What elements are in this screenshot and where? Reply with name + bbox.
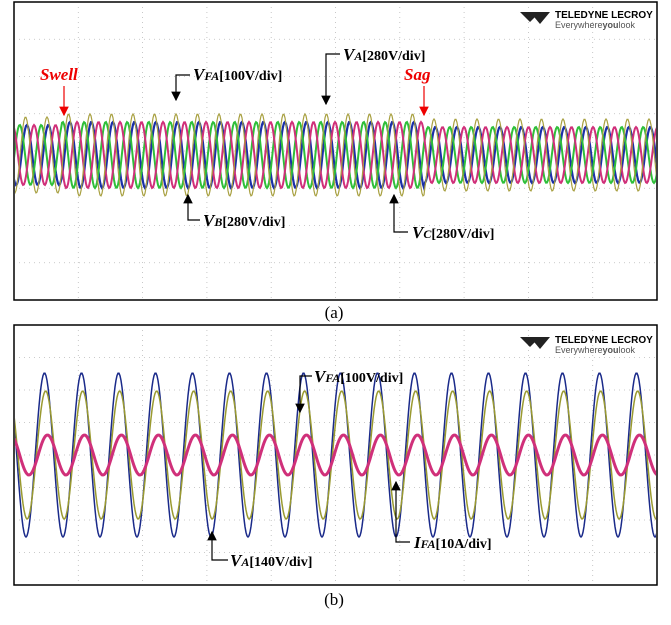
tagline: Everywhereyoulook — [555, 345, 636, 355]
text-part: FA — [420, 537, 436, 551]
text-part: [280V/div] — [431, 227, 494, 242]
text-part: FA — [203, 69, 219, 83]
text-part: A — [353, 49, 362, 63]
figure: TELEDYNE LECROY Everywhereyoulook TELEDY… — [0, 0, 671, 620]
event-label: Swell — [40, 65, 78, 84]
tagline-end: look — [619, 20, 636, 30]
tagline-end: look — [619, 345, 636, 355]
text-part: [280V/div] — [362, 49, 425, 64]
tagline-start: Everywhere — [555, 345, 603, 355]
tagline-bold: you — [603, 20, 619, 30]
tagline-start: Everywhere — [555, 20, 603, 30]
tagline-bold: you — [603, 345, 619, 355]
text-part: [100V/div] — [219, 69, 282, 84]
text-part: [280V/div] — [222, 215, 285, 230]
text-part: [10A/div] — [436, 537, 492, 552]
text-part: B — [213, 215, 222, 229]
text-part: A — [240, 555, 249, 569]
text-part: FA — [324, 371, 340, 385]
text-part: [140V/div] — [249, 555, 312, 570]
caption: (a) — [325, 303, 344, 322]
event-label: Sag — [404, 65, 431, 84]
text-part: [100V/div] — [340, 371, 403, 386]
tagline: Everywhereyoulook — [555, 20, 636, 30]
caption: (b) — [324, 590, 344, 609]
